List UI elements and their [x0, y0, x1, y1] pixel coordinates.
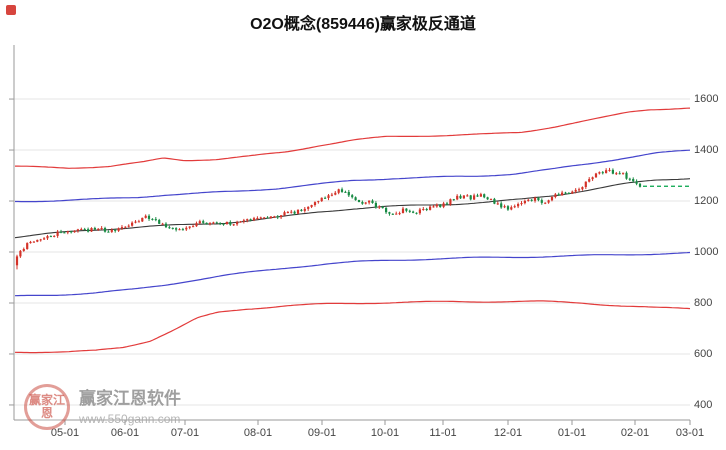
y-axis-label: 1400: [694, 144, 719, 156]
y-axis-label: 1000: [694, 246, 719, 258]
corner-logo-mark: [6, 5, 16, 15]
y-axis-label: 400: [694, 399, 713, 411]
chart-title: O2O概念(859446)赢家极反通道: [250, 16, 476, 33]
x-axis-label: 06-01: [110, 427, 140, 439]
y-axis-label: 600: [694, 348, 713, 360]
y-axis-label: 1200: [694, 195, 719, 207]
x-axis-label: 05-01: [50, 427, 80, 439]
watermark: 赢家江恩 赢家江恩软件 www.550gann.com: [24, 384, 181, 430]
brand-logo-icon: 赢家江恩: [24, 384, 70, 430]
x-axis-label: 12-01: [493, 427, 523, 439]
x-axis-label: 07-01: [170, 427, 200, 439]
x-axis-label: 03-01: [675, 427, 705, 439]
y-axis-label: 1600: [694, 93, 719, 105]
x-axis-label: 08-01: [243, 427, 273, 439]
x-axis-label: 02-01: [620, 427, 650, 439]
y-axis-label: 800: [694, 297, 713, 309]
x-axis-label: 09-01: [307, 427, 337, 439]
x-axis-label: 01-01: [557, 427, 587, 439]
watermark-url: www.550gann.com: [79, 412, 181, 426]
x-axis-label: 10-01: [370, 427, 400, 439]
x-axis-label: 11-01: [429, 427, 457, 439]
watermark-brand: 赢家江恩软件: [79, 389, 181, 408]
